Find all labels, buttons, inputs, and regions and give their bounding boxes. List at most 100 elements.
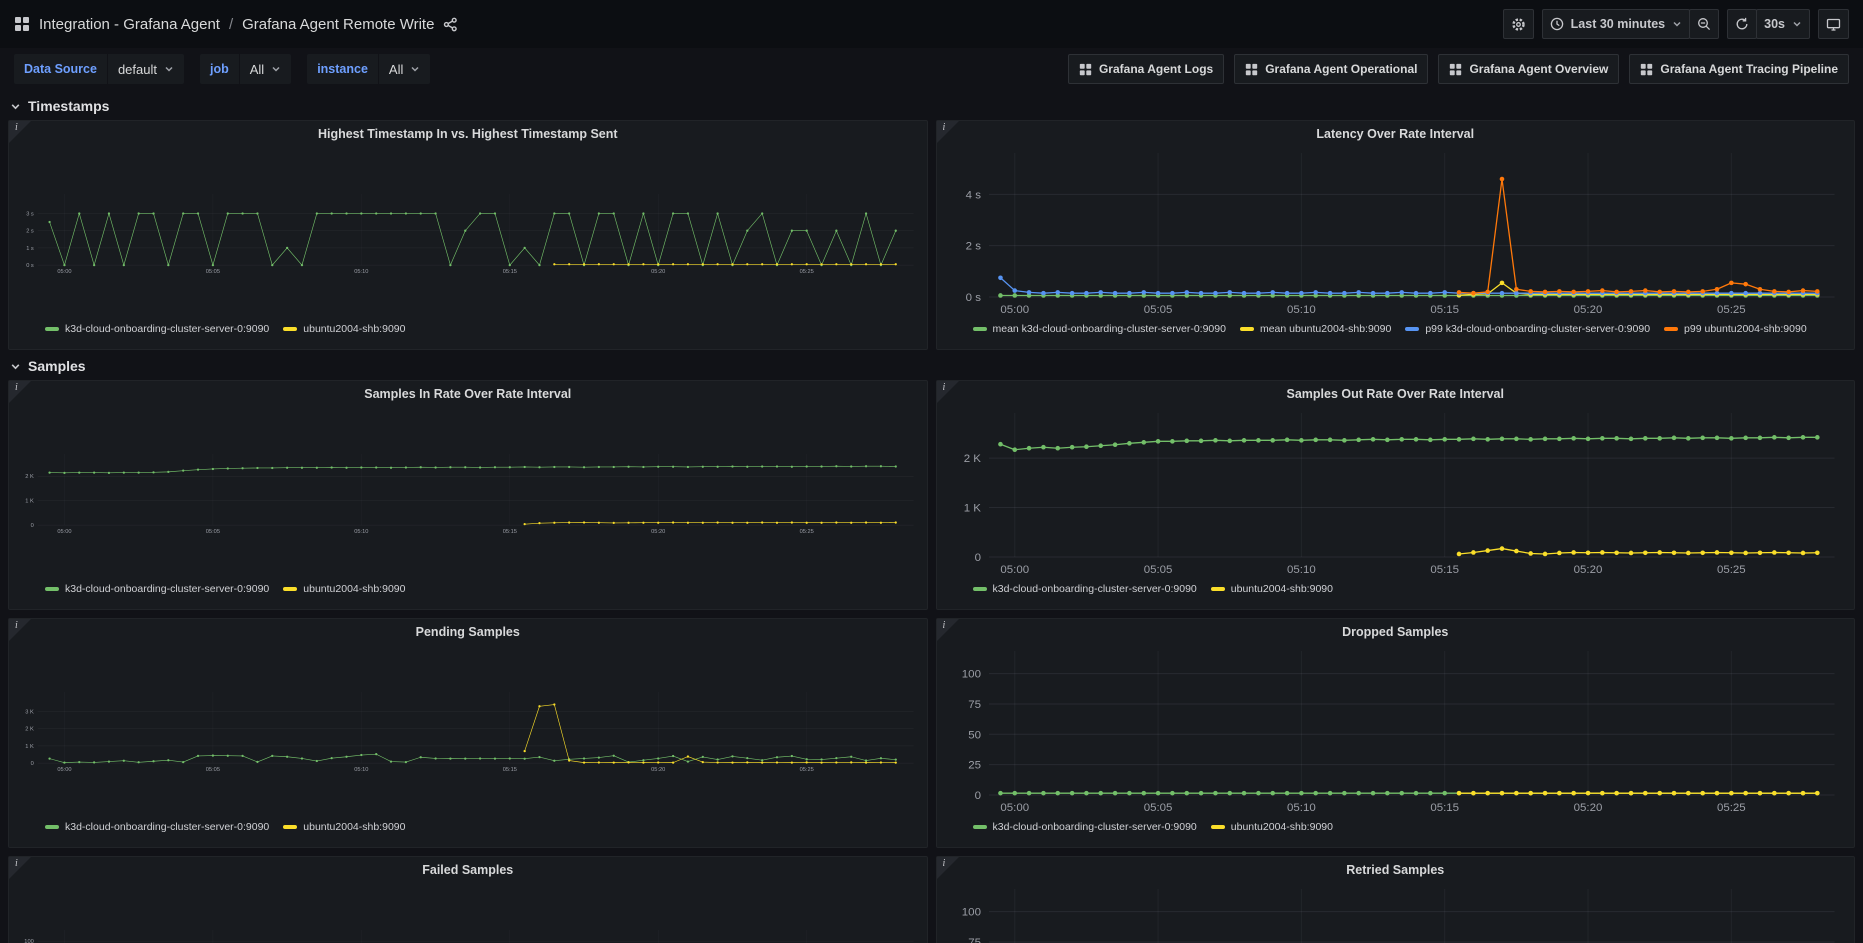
dashboard-settings-button[interactable] — [1502, 9, 1534, 39]
panel-title[interactable]: Pending Samples — [415, 625, 520, 639]
panel-title[interactable]: Latency Over Rate Interval — [1316, 127, 1475, 141]
panel-highest-timestamp: i Highest Timestamp In vs. Highest Times… — [8, 120, 928, 350]
panel-latency: i Latency Over Rate Interval 05:00 05:05 0… — [935, 120, 1855, 350]
time-range-picker[interactable]: Last 30 minutes — [1541, 9, 1691, 39]
panel-info-icon[interactable]: i — [9, 619, 31, 641]
svg-text:25: 25 — [968, 760, 981, 772]
legend-item[interactable]: ubuntu2004-shb:9090 — [1210, 821, 1333, 833]
legend-item[interactable]: k3d-cloud-onboarding-cluster-server-0:90… — [45, 583, 269, 595]
panel-title[interactable]: Retried Samples — [1346, 863, 1445, 877]
kiosk-mode-button[interactable] — [1818, 9, 1849, 39]
variable-value-job[interactable]: All — [239, 54, 292, 84]
section-samples: Samples i Samples In Rate Over Rate Inte… — [0, 358, 1863, 943]
svg-text:05:15: 05:15 — [503, 529, 517, 535]
legend-item[interactable]: p99 k3d-cloud-onboarding-cluster-server-… — [1405, 323, 1650, 335]
zoom-out-time-button[interactable] — [1689, 9, 1720, 39]
svg-text:1 K: 1 K — [25, 744, 34, 750]
panel-info-icon[interactable]: i — [936, 619, 959, 641]
panel-info-icon[interactable]: i — [9, 121, 31, 143]
chevron-down-icon — [271, 64, 281, 74]
breadcrumb-separator: / — [228, 15, 234, 33]
breadcrumb-parent[interactable]: Integration - Grafana Agent — [39, 15, 220, 33]
panel-info-icon[interactable]: i — [9, 857, 31, 879]
svg-text:05:15: 05:15 — [1430, 304, 1459, 316]
breadcrumb-current: Grafana Agent Remote Write — [242, 15, 435, 33]
legend-item[interactable]: mean ubuntu2004-shb:9090 — [1239, 323, 1391, 335]
panel-info-icon[interactable]: i — [9, 381, 31, 403]
chevron-down-icon — [1792, 19, 1802, 29]
chart-legend: mean k3d-cloud-onboarding-cluster-server… — [972, 323, 1849, 335]
dashboard-link-grafana-agent-tracing-pipeline[interactable]: Grafana Agent Tracing Pipeline — [1629, 54, 1849, 84]
svg-text:3 s: 3 s — [26, 211, 34, 217]
panel-title[interactable]: Highest Timestamp In vs. Highest Timesta… — [317, 127, 618, 141]
variable-job: job All — [200, 54, 292, 84]
panel-failed-samples: i Failed Samples 05:0005:0505:1005:1505:… — [8, 856, 928, 943]
svg-text:1 s: 1 s — [26, 246, 34, 252]
legend-label: k3d-cloud-onboarding-cluster-server-0:90… — [992, 821, 1197, 833]
legend-swatch — [45, 327, 59, 331]
legend-label: p99 ubuntu2004-shb:9090 — [1684, 323, 1807, 335]
variable-value-data-source[interactable]: default — [107, 54, 184, 84]
svg-text:05:00: 05:00 — [57, 767, 71, 773]
legend-label: k3d-cloud-onboarding-cluster-server-0:90… — [65, 583, 270, 595]
legend-label: mean k3d-cloud-onboarding-cluster-server… — [992, 323, 1226, 335]
legend-item[interactable]: ubuntu2004-shb:9090 — [283, 583, 405, 595]
time-series-chart[interactable]: 05:00 05:05 05:10 05:15 05:20 05:25 0 1 K 2 K — [943, 409, 1849, 579]
variable-value-instance[interactable]: All — [378, 54, 431, 84]
time-series-chart[interactable]: 05:00 05:05 05:10 05:15 05:20 05:25 0 1 K 2 K — [15, 409, 921, 579]
legend-item[interactable]: k3d-cloud-onboarding-cluster-server-0:90… — [45, 821, 269, 833]
legend-item[interactable]: k3d-cloud-onboarding-cluster-server-0:90… — [45, 323, 269, 335]
panel-title[interactable]: Failed Samples — [422, 863, 514, 877]
svg-text:05:05: 05:05 — [1143, 802, 1172, 814]
svg-text:05:20: 05:20 — [651, 269, 665, 275]
panel-info-icon[interactable]: i — [936, 381, 959, 403]
section-title: Timestamps — [28, 98, 110, 114]
dashboard-link-grafana-agent-overview[interactable]: Grafana Agent Overview — [1438, 54, 1620, 84]
svg-text:05:15: 05:15 — [1430, 802, 1459, 814]
panel-info-icon[interactable]: i — [936, 121, 959, 143]
svg-text:4 s: 4 s — [965, 189, 981, 201]
section-header-samples[interactable]: Samples — [10, 358, 1853, 374]
legend-label: ubuntu2004-shb:9090 — [1230, 583, 1333, 595]
time-series-chart[interactable]: 05:00 05:05 05:10 05:15 05:20 05:25 0 s 2 s 4 s — [943, 149, 1849, 319]
svg-text:0: 0 — [31, 523, 34, 529]
legend-item[interactable]: ubuntu2004-shb:9090 — [283, 821, 405, 833]
svg-text:05:20: 05:20 — [1573, 304, 1602, 316]
svg-text:05:10: 05:10 — [354, 269, 368, 275]
panel-title[interactable]: Samples In Rate Over Rate Interval — [364, 387, 572, 401]
panel-retried-samples: i Retried Samples 05:0005:0505:1005:1505… — [935, 856, 1855, 943]
svg-text:3 K: 3 K — [25, 709, 34, 715]
legend-label: ubuntu2004-shb:9090 — [1230, 821, 1333, 833]
svg-text:05:05: 05:05 — [1143, 304, 1172, 316]
svg-text:05:10: 05:10 — [354, 529, 368, 535]
legend-swatch — [1664, 327, 1679, 331]
svg-text:2 K: 2 K — [25, 727, 34, 733]
svg-text:05:25: 05:25 — [1716, 304, 1745, 316]
legend-item[interactable]: mean k3d-cloud-onboarding-cluster-server… — [972, 323, 1226, 335]
share-icon[interactable] — [443, 17, 458, 32]
panel-title[interactable]: Samples Out Rate Over Rate Interval — [1286, 387, 1504, 401]
time-series-chart[interactable]: 05:00 05:05 05:10 05:15 05:20 05:25 0 1 K 2 K 3 K — [15, 647, 921, 817]
dashboard-link-grafana-agent-logs[interactable]: Grafana Agent Logs — [1067, 54, 1225, 84]
legend-item[interactable]: ubuntu2004-shb:9090 — [283, 323, 405, 335]
refresh-button[interactable] — [1727, 9, 1758, 39]
legend-item[interactable]: p99 ubuntu2004-shb:9090 — [1664, 323, 1807, 335]
svg-text:05:10: 05:10 — [1287, 564, 1316, 576]
legend-item[interactable]: ubuntu2004-shb:9090 — [1210, 583, 1333, 595]
section-header-timestamps[interactable]: Timestamps — [10, 98, 1853, 114]
panel-title[interactable]: Dropped Samples — [1342, 625, 1449, 639]
dashboard-link-grafana-agent-operational[interactable]: Grafana Agent Operational — [1234, 54, 1429, 84]
legend-swatch — [1405, 327, 1420, 331]
time-range-label: Last 30 minutes — [1570, 17, 1666, 31]
legend-item[interactable]: k3d-cloud-onboarding-cluster-server-0:90… — [972, 583, 1197, 595]
svg-text:05:10: 05:10 — [1287, 802, 1316, 814]
panel-info-icon[interactable]: i — [936, 857, 959, 879]
refresh-interval-picker[interactable]: 30s — [1756, 9, 1810, 39]
legend-item[interactable]: k3d-cloud-onboarding-cluster-server-0:90… — [972, 821, 1197, 833]
legend-swatch — [45, 825, 59, 829]
time-series-chart[interactable]: 05:00 05:05 05:10 05:15 05:20 05:25 0 s 1 s 2 s 3… — [15, 149, 921, 319]
dashboard-grid-icon — [1640, 63, 1653, 76]
